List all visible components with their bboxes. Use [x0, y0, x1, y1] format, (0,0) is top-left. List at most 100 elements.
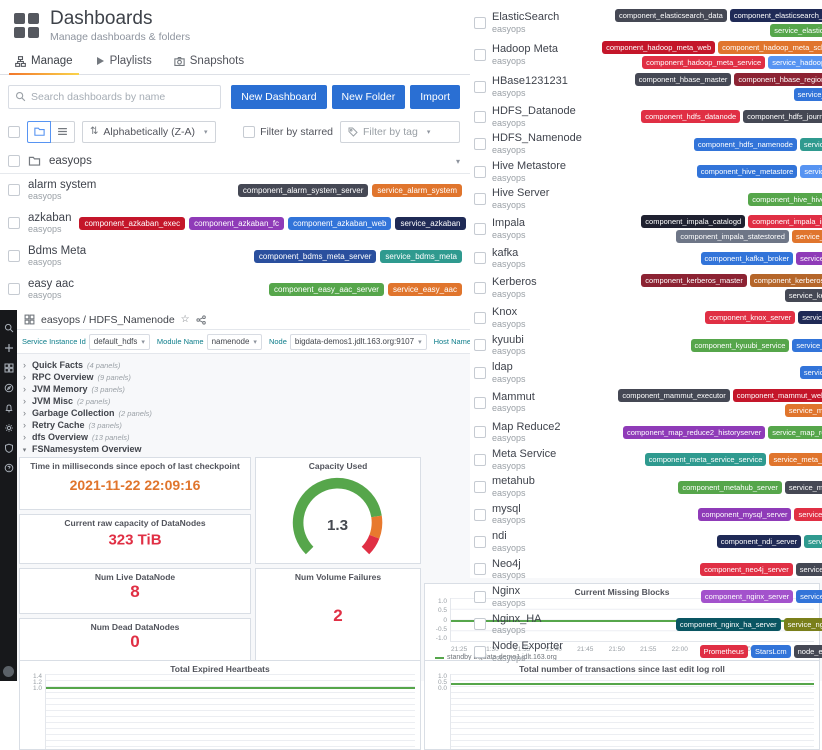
breadcrumb[interactable]: easyops / HDFS_Namenode: [41, 313, 175, 326]
tab-snapshots[interactable]: Snapshots: [163, 49, 255, 74]
tag[interactable]: service_metahub: [784, 480, 822, 494]
dashboard-row-toggle-expanded[interactable]: FSNamesystem Overview: [21, 444, 467, 456]
tag[interactable]: service_hdfs: [799, 137, 822, 151]
dashboard-title[interactable]: ldap: [492, 361, 513, 374]
dashboard-list-item[interactable]: ElasticSearch easyops component_elastics…: [470, 7, 822, 39]
tag[interactable]: StarsLcm: [750, 645, 791, 659]
tag[interactable]: component_bdms_meta_server: [253, 249, 377, 264]
tag[interactable]: component_easy_aac_server: [269, 282, 384, 297]
row-checkbox[interactable]: [474, 222, 486, 235]
list-view-button[interactable]: [51, 120, 75, 143]
tag[interactable]: component_elasticsearch_data: [615, 9, 727, 22]
variable-select[interactable]: default_hdfs: [88, 333, 150, 350]
row-checkbox[interactable]: [474, 138, 486, 151]
dashboard-title[interactable]: ElasticSearch: [492, 11, 560, 24]
dashboard-title[interactable]: Knox: [492, 306, 518, 319]
row-checkbox[interactable]: [474, 590, 486, 603]
tag[interactable]: service_neo4j: [795, 562, 822, 576]
filter-by-tag-select[interactable]: Filter by tag: [340, 120, 460, 143]
dashboard-title[interactable]: metahub: [492, 475, 535, 488]
tag[interactable]: component_hadoop_meta_service: [642, 56, 766, 69]
tag[interactable]: service_hadoop_meta: [768, 56, 822, 69]
dashboard-list-item[interactable]: HDFS_Namenode easyops component_hdfs_nam…: [470, 130, 822, 157]
dashboard-row-toggle[interactable]: JVM Memory (3 panels): [21, 384, 467, 396]
tag[interactable]: component_hdfs_journalnode: [743, 110, 822, 124]
tag[interactable]: component_kerberos_master: [641, 274, 747, 288]
tag[interactable]: service_nginx_ha: [783, 617, 822, 631]
dashboard-title[interactable]: Hive Metastore: [492, 159, 566, 172]
tag[interactable]: component_kerberos_slave: [749, 274, 822, 288]
folder-section-easyops[interactable]: easyops ▾: [0, 150, 470, 174]
dashboard-list-item[interactable]: azkaban easyops component_azkaban_exec c…: [0, 207, 470, 240]
dashboard-list-item[interactable]: Hadoop Meta easyops component_hadoop_met…: [470, 39, 822, 71]
folder-name[interactable]: easyops: [49, 155, 92, 168]
dashboard-title[interactable]: Neo4j: [492, 557, 521, 570]
folder-checkbox[interactable]: [8, 155, 20, 168]
panel-title[interactable]: Time in milliseconds since epoch of last…: [30, 461, 240, 471]
row-checkbox[interactable]: [474, 508, 486, 521]
dashboard-title[interactable]: Nginx: [492, 585, 521, 598]
tab-playlists[interactable]: Playlists: [84, 49, 163, 74]
tag[interactable]: component_hadoop_meta_scheduler: [718, 41, 822, 54]
dashboard-list-item[interactable]: Hive Server easyops component_hive_hives…: [470, 185, 822, 212]
dashboard-title[interactable]: Map Reduce2: [492, 420, 561, 433]
dashboard-list-item[interactable]: ldap easyops service_ldap: [470, 359, 822, 386]
tag[interactable]: service_meta_service: [769, 453, 822, 467]
panel-title[interactable]: Num Live DataNode: [94, 572, 176, 582]
import-button[interactable]: Import: [410, 84, 460, 109]
dashboard-list-item[interactable]: kyuubi easyops component_kyuubi_service …: [470, 332, 822, 359]
row-checkbox[interactable]: [474, 481, 486, 494]
row-checkbox[interactable]: [8, 184, 20, 197]
dashboard-row-toggle[interactable]: dfs Overview (13 panels): [21, 432, 467, 444]
tag[interactable]: service_ndi: [804, 535, 822, 549]
dashboard-title[interactable]: Impala: [492, 217, 526, 230]
search-icon[interactable]: [4, 323, 14, 333]
tag[interactable]: component_impala_statestored: [676, 229, 789, 243]
tag[interactable]: component_hbase_regionserver: [734, 73, 822, 86]
user-avatar[interactable]: [3, 666, 14, 677]
dashboard-title[interactable]: Nginx_HA: [492, 612, 542, 625]
dashboard-list-item[interactable]: easy aac easyops component_easy_aac_serv…: [0, 273, 470, 306]
dashboard-row-toggle[interactable]: Quick Facts (4 panels): [21, 360, 467, 372]
tag[interactable]: service_knox: [798, 311, 822, 325]
panel-title[interactable]: Total number of transactions since last …: [519, 664, 725, 674]
tag[interactable]: service_mammut: [784, 403, 822, 417]
row-checkbox[interactable]: [8, 250, 20, 263]
tag[interactable]: service_kafka: [796, 251, 822, 265]
filter-starred[interactable]: Filter by starred: [243, 125, 333, 138]
tag[interactable]: component_nginx_server: [700, 590, 794, 604]
dashboard-title[interactable]: Kerberos: [492, 276, 537, 289]
configuration-gear-icon[interactable]: [4, 423, 14, 433]
tag[interactable]: service_mysql: [794, 508, 822, 522]
variable-select[interactable]: bigdata-demos1.jdlt.163.org:9107: [289, 333, 427, 350]
select-all-checkbox[interactable]: [8, 125, 20, 138]
row-checkbox[interactable]: [474, 618, 486, 631]
dashboard-list-item[interactable]: Impala easyops component_impala_catalogd…: [470, 213, 822, 245]
explore-icon[interactable]: [4, 383, 14, 393]
dashboard-title[interactable]: Meta Service: [492, 447, 557, 460]
panel-title[interactable]: Num Dead DataNodes: [90, 622, 180, 632]
help-icon[interactable]: [4, 463, 14, 473]
tag[interactable]: service_alarm_system: [372, 183, 462, 198]
dashboard-list-item[interactable]: Neo4j easyops component_neo4j_server ser…: [470, 556, 822, 583]
dashboard-title[interactable]: ndi: [492, 530, 507, 543]
tag[interactable]: service_kyuubi: [792, 338, 822, 352]
dashboards-icon[interactable]: [4, 363, 14, 373]
dashboard-list-item[interactable]: Knox easyops component_knox_server servi…: [470, 304, 822, 331]
row-checkbox[interactable]: [474, 81, 486, 93]
tag[interactable]: component_impala_catalogd: [641, 214, 746, 228]
tag[interactable]: service_map_reduce2: [768, 425, 822, 439]
tag[interactable]: service_hive: [800, 165, 822, 179]
row-checkbox[interactable]: [474, 193, 486, 206]
tag[interactable]: service_azkaban: [395, 216, 466, 231]
row-checkbox[interactable]: [474, 535, 486, 548]
dashboard-list-item[interactable]: mysql easyops component_mysql_server ser…: [470, 501, 822, 528]
chevron-down-icon[interactable]: ▾: [455, 156, 460, 166]
dashboard-title[interactable]: easy aac: [28, 278, 75, 291]
dashboard-title[interactable]: azkaban: [28, 212, 72, 225]
tag[interactable]: service_nginx: [796, 590, 822, 604]
tag[interactable]: component_alarm_system_server: [237, 183, 369, 198]
dashboard-list-item[interactable]: ndi easyops component_ndi_server service…: [470, 528, 822, 555]
dashboard-list-item[interactable]: Nginx_HA easyops component_nginx_ha_serv…: [470, 611, 822, 638]
row-checkbox[interactable]: [474, 453, 486, 466]
